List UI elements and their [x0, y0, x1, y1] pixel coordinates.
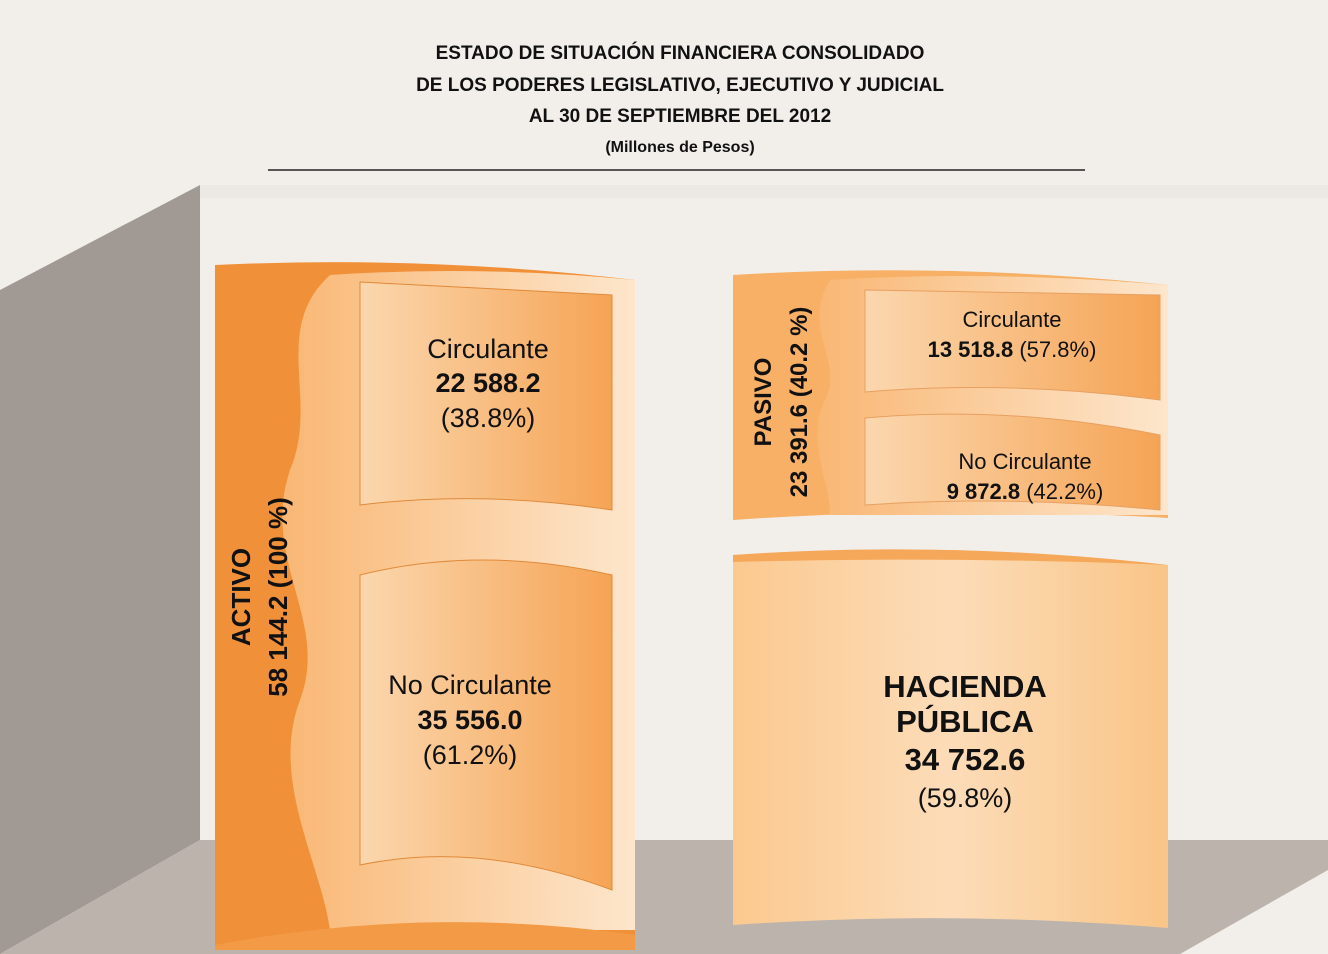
activo-no-circulante-label: No Circulante [388, 670, 552, 700]
hacienda-top [733, 549, 1168, 565]
activo-circulante-label: Circulante [427, 334, 549, 364]
hacienda-amount: 34 752.6 [905, 742, 1026, 777]
pasivo-no-circulante-label: No Circulante [958, 449, 1091, 474]
pasivo-circulante-values: 13 518.8 (57.8%) [928, 337, 1097, 362]
activo-circulante-panel [359, 281, 613, 511]
activo-no-circulante-panel [359, 559, 613, 891]
hacienda-percent: (59.8%) [918, 783, 1013, 813]
title-line: ESTADO DE SITUACIÓN FINANCIERA CONSOLIDA… [436, 42, 925, 64]
pasivo-no-circulante-panel [864, 413, 1161, 511]
subtitle: (Millones de Pesos) [605, 139, 754, 156]
title-line: AL 30 DE SEPTIEMBRE DEL 2012 [529, 106, 831, 127]
pasivo-circulante-label: Circulante [962, 307, 1061, 332]
pasivo-total: 23 391.6 (40.2 %) [786, 307, 813, 498]
pasivo-no-circulante-values: 9 872.8 (42.2%) [947, 479, 1104, 504]
pasivo-label: PASIVO [750, 358, 777, 447]
pasivo-no-circulante-percent: (42.2%) [1026, 479, 1103, 504]
activo-bottom [215, 922, 635, 950]
hacienda-label: PÚBLICA [896, 703, 1034, 739]
activo-total: 58 144.2 (100 %) [263, 497, 293, 696]
activo-no-circulante-amount: 35 556.0 [417, 705, 522, 735]
activo-no-circulante-percent: (61.2%) [423, 740, 518, 770]
pasivo-no-circulante-amount: 9 872.8 [947, 479, 1020, 504]
pasivo-circulante-amount: 13 518.8 [928, 337, 1014, 362]
activo-label: ACTIVO [226, 548, 256, 646]
pasivo-circulante-percent: (57.8%) [1019, 337, 1096, 362]
wall-top [200, 185, 1328, 198]
left-wall [0, 185, 200, 954]
activo-circulante-amount: 22 588.2 [435, 368, 540, 398]
hacienda-label: HACIENDA [883, 669, 1047, 704]
activo-circulante-percent: (38.8%) [441, 403, 536, 433]
hacienda-scroll [733, 549, 1168, 928]
pasivo-circulante-panel [864, 289, 1161, 401]
title-line: DE LOS PODERES LEGISLATIVO, EJECUTIVO Y … [416, 75, 944, 96]
